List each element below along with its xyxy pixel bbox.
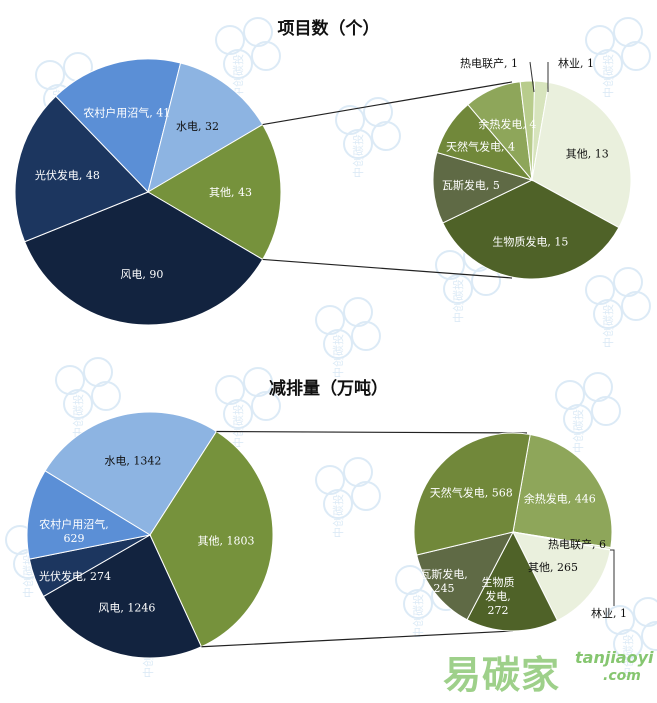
reduction-secondary-label-生物质发电: 272 [488,604,509,617]
projects-primary-label-风电: 风电, 90 [120,268,163,281]
reduction-connector-top [216,430,528,434]
projects-primary-label-其他: 其他, 43 [209,186,252,199]
projects-secondary-slice-其他 [531,81,632,229]
reduction-secondary-label-生物质发电: 发电, [485,589,511,603]
projects-secondary-label-瓦斯发电: 瓦斯发电, 5 [442,178,500,192]
reduction-secondary-label-其他: 其他, 265 [528,561,578,574]
projects-primary-label-光伏发电: 光伏发电, 48 [35,168,100,182]
reduction-primary-label-农村户用沼气: 629 [64,532,85,545]
brand-logo: 易碳家 tanjiaoyi .com [443,644,654,697]
reduction-primary-label-水电: 水电, 1342 [104,455,161,468]
projects-connector-top [262,81,513,126]
projects-primary-label-农村户用沼气: 农村户用沼气, 41 [83,105,170,119]
reduction-secondary-label-余热发电: 余热发电, 446 [524,492,596,506]
reduction-primary-slice-水电 [44,411,218,536]
projects-secondary-label-天然气发电: 天然气发电, 4 [446,140,515,154]
projects-primary-slice-光伏发电 [14,95,149,243]
reduction-secondary-slice-生物质发电 [466,530,559,632]
chart-title-projects: 项目数（个） [277,19,380,39]
brand-logo-en: tanjiaoyi [575,648,654,667]
reduction-primary-label-农村户用沼气: 农村户用沼气, [39,517,109,531]
reduction-secondary-leader-林业 [610,549,615,606]
reduction-primary-slice-其他 [149,430,274,648]
reduction-secondary-label-生物质发电: 生物质 [482,575,515,589]
projects-secondary-label-林业: 林业, 1 [558,56,594,70]
reduction-primary-slice-农村户用沼气 [26,470,152,560]
reduction-secondary-label-瓦斯发电: 245 [434,582,455,595]
projects-connector-bottom [262,258,513,279]
projects-primary-label-水电: 水电, 32 [176,120,219,133]
reduction-secondary-label-天然气发电: 天然气发电, 568 [430,486,513,500]
reduction-secondary-label-瓦斯发电: 瓦斯发电, [420,567,468,581]
projects-secondary-label-余热发电: 余热发电, 4 [478,117,536,131]
projects-primary-slice-农村户用沼气 [55,58,182,193]
projects-secondary-slice-生物质发电 [442,179,620,280]
projects-secondary-slice-热电联产 [519,80,536,181]
reduction-secondary-label-热电联产: 热电联产, 6 [548,537,606,551]
reduction-primary-label-其他: 其他, 1803 [198,534,255,547]
reduction-secondary-slice-天然气发电 [413,432,531,556]
reduction-secondary-label-林业: 林业, 1 [591,606,627,620]
reduction-primary-label-风电: 风电, 1246 [98,602,155,615]
reduction-secondary-slice-余热发电 [512,433,613,549]
projects-secondary-label-其他: 其他, 13 [566,147,609,160]
projects-secondary-slice-瓦斯发电 [432,151,534,224]
projects-primary-slice-水电 [147,62,264,194]
brand-logo-com: .com [603,668,641,684]
projects-secondary-leader-热电联产 [529,61,535,93]
projects-primary-slice-风电 [24,191,264,326]
projects-secondary-label-热电联产: 热电联产, 1 [460,56,518,70]
projects-primary-slice-其他 [147,123,282,261]
reduction-connector-bottom [201,630,514,648]
reduction-secondary-slice-其他 [512,531,611,622]
brand-logo-cn: 易碳家 [443,653,561,697]
chart-title-emission-reduction: 减排量（万吨） [269,379,388,399]
projects-secondary-label-生物质发电: 生物质发电, 15 [492,234,568,248]
reduction-primary-label-光伏发电: 光伏发电, 274 [39,569,111,583]
reduction-secondary-slice-瓦斯发电 [416,531,514,621]
reduction-primary-slice-风电 [42,534,203,659]
